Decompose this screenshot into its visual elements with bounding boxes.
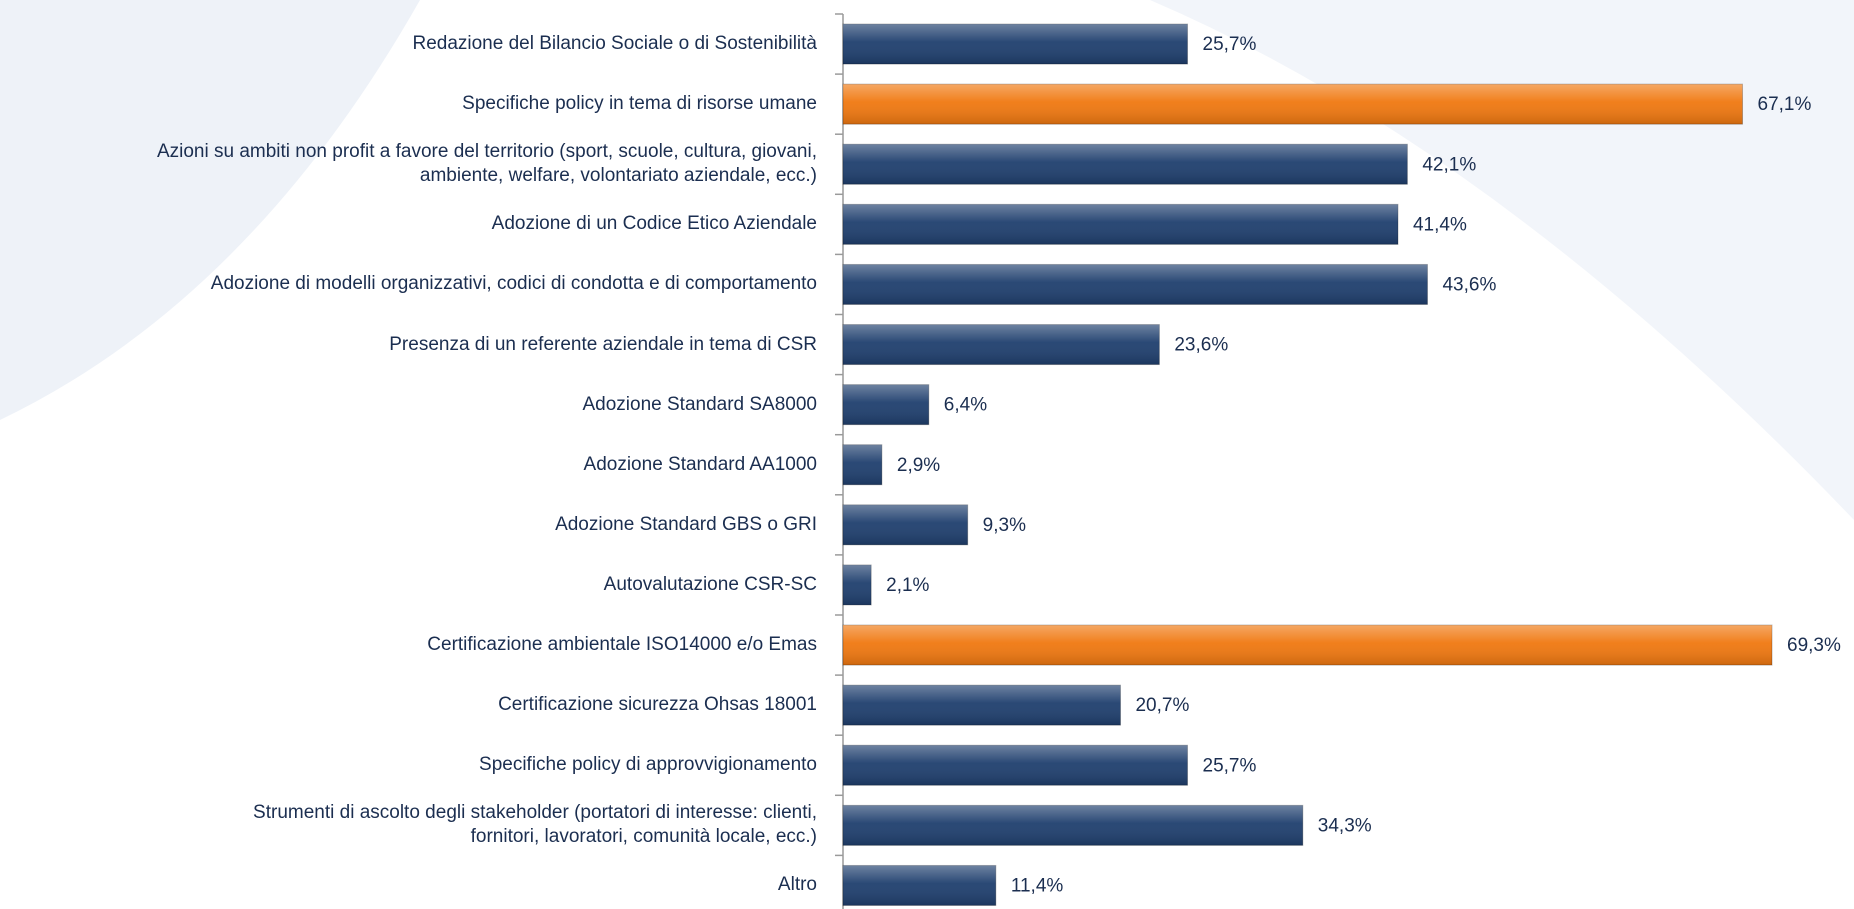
value-label: 2,9% [897,455,940,476]
bar-sheen [843,625,1772,666]
bar-sheen [843,84,1743,125]
value-label: 69,3% [1787,635,1841,656]
bar-sheen [843,24,1188,65]
bg-shape [0,0,420,420]
category-label: Adozione Standard GBS o GRI [555,513,817,535]
bar-sheen [843,324,1160,365]
category-label: Adozione di modelli organizzativi, codic… [210,273,817,295]
category-label: Azioni su ambiti non profit a favore del… [156,141,817,187]
value-label: 67,1% [1758,94,1812,115]
category-label: Specifiche policy di approvvigionamento [479,754,817,776]
bar-sheen [843,745,1188,786]
bar-sheen [843,384,929,425]
category-label: Adozione Standard SA8000 [582,393,817,415]
category-label: Adozione Standard AA1000 [583,453,817,475]
value-label: 20,7% [1135,695,1189,716]
category-label: Presenza di un referente aziendale in te… [389,333,817,355]
bar-sheen [843,504,968,545]
value-label: 25,7% [1203,34,1257,55]
category-label: Altro [777,874,817,896]
value-label: 42,1% [1422,154,1476,175]
value-label: 41,4% [1413,214,1467,235]
value-label: 25,7% [1203,755,1257,776]
category-label: Strumenti di ascolto degli stakeholder (… [253,802,817,848]
bar-sheen [843,144,1408,185]
value-label: 6,4% [944,395,987,416]
value-label: 34,3% [1318,815,1372,836]
bar-sheen [843,865,996,906]
category-label: Certificazione sicurezza Ohsas 18001 [498,694,817,716]
category-label: Adozione di un Codice Etico Aziendale [491,213,817,235]
category-label: Specifiche policy in tema di risorse uma… [462,93,817,115]
bar-sheen [843,564,872,605]
bar-sheen [843,805,1303,846]
bar-sheen [843,685,1121,726]
value-label: 2,1% [886,575,929,596]
bg-shape [1150,0,1854,520]
value-label: 43,6% [1442,274,1496,295]
value-label: 9,3% [983,515,1026,536]
bar-sheen [843,204,1398,245]
bar-sheen [843,444,882,485]
category-label: Autovalutazione CSR-SC [603,573,817,595]
category-label: Certificazione ambientale ISO14000 e/o E… [427,634,817,656]
category-label: Redazione del Bilancio Sociale o di Sost… [412,33,817,55]
value-label: 11,4% [1011,875,1064,896]
bar-sheen [843,264,1428,305]
value-label: 23,6% [1174,335,1228,356]
